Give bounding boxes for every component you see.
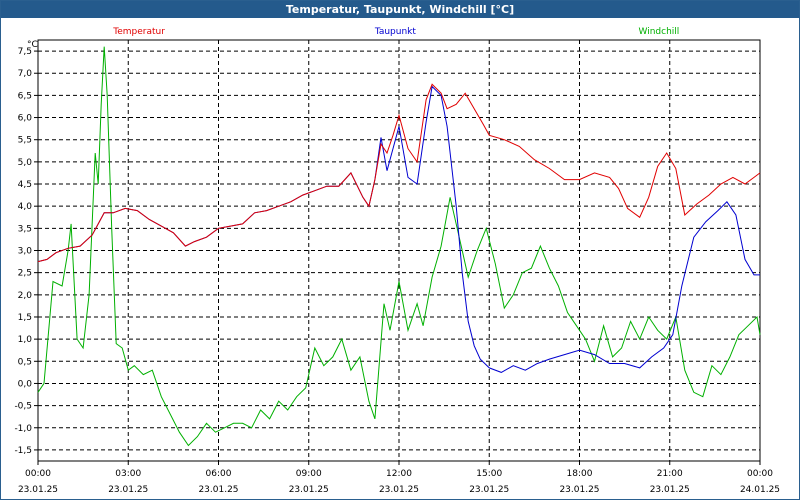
y-tick-label: -0,5 bbox=[14, 402, 32, 412]
x-tick-date: 23.01.25 bbox=[198, 485, 238, 495]
x-tick-time: 03:00 bbox=[115, 469, 141, 479]
y-axis-ticks: -1,5 -1,0 -0,5 0,0 0,5 1,0 1,5 2,0 2,5 3,0 3,5 4,0 4… bbox=[14, 47, 38, 456]
x-tick-time: 18:00 bbox=[567, 469, 593, 479]
x-tick-time: 06:00 bbox=[206, 469, 232, 479]
y-tick-label: 4,0 bbox=[18, 202, 33, 212]
x-tick-time: 15:00 bbox=[476, 469, 502, 479]
x-tick-time: 00:00 bbox=[747, 469, 773, 479]
x-tick-date: 23.01.25 bbox=[379, 485, 419, 495]
y-tick-label: 5,5 bbox=[18, 136, 32, 146]
grid bbox=[38, 40, 760, 461]
legend: Temperatur Taupunkt Windchill bbox=[112, 27, 679, 37]
x-axis-ticks: 00:00 23.01.25 03:00 23.01.25 06:00 23.01.25 0… bbox=[18, 461, 780, 495]
y-tick-label: -1,0 bbox=[14, 424, 32, 434]
y-tick-label: 7,5 bbox=[18, 47, 32, 57]
y-axis-label: °C bbox=[27, 40, 38, 50]
x-tick-time: 12:00 bbox=[386, 469, 412, 479]
chart-title: Temperatur, Taupunkt, Windchill [°C] bbox=[1, 1, 799, 18]
y-tick-label: 1,5 bbox=[18, 313, 32, 323]
x-tick-time: 09:00 bbox=[296, 469, 322, 479]
y-tick-label: -1,5 bbox=[14, 446, 32, 456]
x-tick-date: 23.01.25 bbox=[18, 485, 58, 495]
y-tick-label: 4,5 bbox=[18, 180, 32, 190]
y-tick-label: 7,0 bbox=[18, 69, 33, 79]
y-tick-label: 2,0 bbox=[18, 291, 33, 301]
x-tick-date: 23.01.25 bbox=[469, 485, 509, 495]
x-tick-date: 23.01.25 bbox=[108, 485, 148, 495]
legend-entry-taupunkt: Taupunkt bbox=[374, 27, 417, 37]
legend-entry-windchill: Windchill bbox=[639, 27, 680, 37]
x-tick-date: 23.01.25 bbox=[559, 485, 599, 495]
x-tick-date: 23.01.25 bbox=[289, 485, 329, 495]
legend-entry-temperatur: Temperatur bbox=[112, 27, 165, 37]
series-lines bbox=[37, 46, 761, 447]
series-line-temperatur bbox=[37, 83, 761, 263]
x-tick-time: 21:00 bbox=[657, 469, 683, 479]
y-tick-label: 3,5 bbox=[18, 224, 32, 234]
y-tick-label: 0,0 bbox=[18, 379, 33, 389]
x-tick-date: 24.01.25 bbox=[740, 485, 780, 495]
y-tick-label: 1,0 bbox=[18, 335, 33, 345]
y-tick-label: 2,5 bbox=[18, 269, 32, 279]
y-tick-label: 6,0 bbox=[18, 114, 33, 124]
y-tick-label: 0,5 bbox=[18, 357, 32, 367]
y-tick-label: 5,0 bbox=[18, 158, 33, 168]
y-tick-label: 6,5 bbox=[18, 91, 32, 101]
x-tick-date: 23.01.25 bbox=[650, 485, 690, 495]
series-line-windchill bbox=[37, 46, 761, 447]
x-tick-time: 00:00 bbox=[25, 469, 51, 479]
y-tick-label: 3,0 bbox=[18, 247, 33, 257]
